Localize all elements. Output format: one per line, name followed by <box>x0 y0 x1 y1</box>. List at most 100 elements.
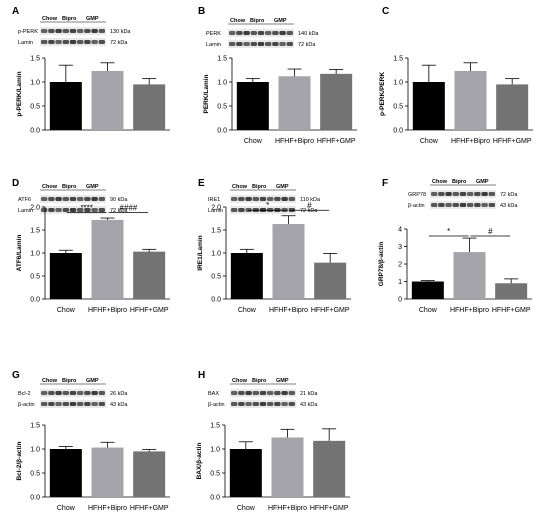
x-tick-label: HFHF+GMP <box>130 505 169 512</box>
blot-band <box>452 203 459 207</box>
panel-g: G Chow Bipro GMP Bcl-2 26 kDa β-actin 43 kDa 0.0… <box>12 370 170 512</box>
bar-gmp <box>133 84 166 130</box>
blot-band <box>265 31 272 35</box>
blot-band <box>257 31 265 35</box>
blot-group-label: Bipro <box>252 378 267 384</box>
y-tick-label: 0.0 <box>210 495 220 502</box>
panel-letter: E <box>198 178 205 189</box>
blot-band <box>48 391 55 395</box>
x-tick-label: HFHF+Bipro <box>88 307 127 314</box>
blot-band <box>41 29 48 33</box>
y-tick-label: 0.0 <box>393 128 403 135</box>
blot-band <box>55 40 62 44</box>
blot-band <box>243 42 250 46</box>
blot-band <box>281 197 288 201</box>
blot-band <box>279 31 286 35</box>
blot-band <box>231 208 238 212</box>
y-tick-label: 0.5 <box>30 274 40 281</box>
blot-band <box>288 402 295 406</box>
y-tick-label: 0.5 <box>30 104 40 111</box>
blot-band <box>41 208 48 212</box>
y-axis-title: ATF6/Lamin <box>16 235 23 272</box>
blot-band <box>231 197 238 201</box>
blot-band <box>55 197 62 201</box>
blot-group-label: Chow <box>432 179 448 185</box>
blot-size-label: 72 kDa <box>110 40 128 46</box>
bar-bipro <box>271 437 304 497</box>
blot-protein-label: Lamin <box>208 208 223 214</box>
blot-group-label: Chow <box>42 16 58 22</box>
blot-band <box>69 197 77 201</box>
y-tick-label: 1.0 <box>30 447 40 454</box>
blot-band <box>84 208 91 212</box>
blot-band <box>41 40 48 44</box>
blot-band <box>62 208 69 212</box>
blot-band <box>286 31 293 35</box>
y-axis-title: PERK/Lamin <box>203 74 210 113</box>
blot-band <box>55 402 62 406</box>
blot-band <box>452 192 459 196</box>
blot-band <box>41 391 48 395</box>
blot-band <box>231 402 238 406</box>
blot-band <box>77 40 84 44</box>
bar-bipro <box>278 76 311 130</box>
y-axis-title: BAX/β-actin <box>196 443 203 480</box>
blot-size-label: 21 kDa <box>300 391 318 397</box>
bar-bipro <box>453 252 486 299</box>
blot-group-label: Bipro <box>62 16 77 22</box>
blot-band <box>243 31 250 35</box>
panel-c: C 0.0 0.5 1.0 1.5 p-PERK/PERK Chow HFHF+Bipro HF… <box>379 6 533 145</box>
blot-group-label: Bipro <box>62 378 77 384</box>
blot-group-label: Chow <box>42 378 58 384</box>
bar-bipro <box>454 70 487 130</box>
blot-group-label: Bipro <box>452 179 467 185</box>
blot-band <box>48 29 55 33</box>
y-tick-label: 0.5 <box>217 104 227 111</box>
blot-band <box>474 203 481 207</box>
significance-label: * <box>447 227 450 236</box>
blot-size-label: 110 kDa <box>300 197 321 203</box>
blot-band <box>84 391 91 395</box>
blot-band <box>41 402 48 406</box>
blot-band <box>252 391 259 395</box>
x-tick-label: Chow <box>57 505 76 512</box>
blot-group-label: Chow <box>232 378 248 384</box>
blot-band <box>245 197 252 201</box>
y-tick-label: 0.0 <box>30 128 40 135</box>
y-tick-label: 2 <box>398 262 402 269</box>
blot-band <box>84 40 91 44</box>
significance-label: # <box>488 227 493 236</box>
blot-band <box>259 391 267 395</box>
blot-band <box>459 192 467 196</box>
blot-band <box>229 42 236 46</box>
blot-band <box>238 197 245 201</box>
blot-band <box>62 40 69 44</box>
blot-band <box>98 40 105 44</box>
blot-band <box>238 402 245 406</box>
blot-size-label: 72 kDa <box>500 192 518 198</box>
western-blot: Chow Bipro GMP IRE1 110 kDa Lamin 72 kDa <box>208 184 321 214</box>
bar-chow <box>236 82 269 130</box>
blot-protein-label: Lamin <box>18 208 33 214</box>
blot-size-label: 72 kDa <box>298 42 316 48</box>
y-axis-title: p-PERK/PERK <box>379 72 386 116</box>
bar-gmp <box>133 251 166 299</box>
y-tick-label: 1.5 <box>210 423 220 430</box>
blot-band <box>245 391 252 395</box>
blot-band <box>459 203 467 207</box>
bar-chow <box>49 253 82 299</box>
blot-group-label: Chow <box>42 184 58 190</box>
y-tick-label: 1.0 <box>217 80 227 87</box>
blot-size-label: 26 kDa <box>110 391 128 397</box>
blot-band <box>55 208 62 212</box>
blot-band <box>77 391 84 395</box>
blot-group-label: Bipro <box>62 184 77 190</box>
blot-protein-label: Bcl-2 <box>18 391 31 397</box>
blot-band <box>431 192 438 196</box>
y-tick-label: 0.0 <box>217 128 227 135</box>
x-tick-label: HFHF+GMP <box>130 307 169 314</box>
y-tick-label: 1.0 <box>211 251 221 258</box>
y-tick-label: 2.0 <box>211 205 221 212</box>
x-tick-label: Chow <box>420 138 439 145</box>
blot-band <box>286 42 293 46</box>
